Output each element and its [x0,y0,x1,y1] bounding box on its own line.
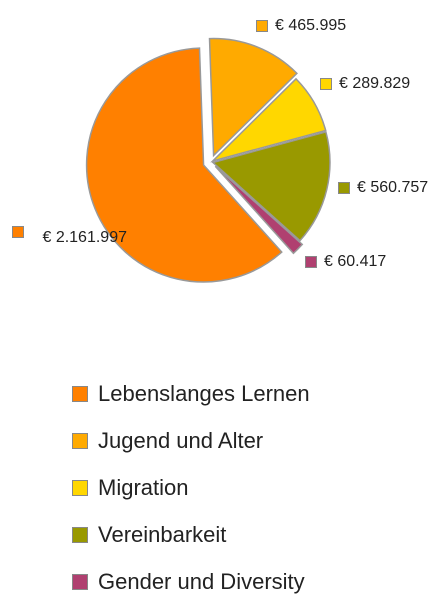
label-text: € 2.161.997 [42,229,127,246]
legend-item: Jugend und Alter [72,428,263,454]
legend-text: Migration [98,475,189,500]
legend-swatch [72,433,88,449]
label-swatch [338,182,350,194]
legend-text: Gender und Diversity [98,569,305,594]
legend-swatch [72,480,88,496]
label-swatch [12,226,24,238]
label-swatch [320,78,332,90]
label-text: € 465.995 [275,17,347,34]
data-label: € 60.417 [305,250,386,274]
legend-item: Lebenslanges Lernen [72,381,310,407]
pie-slice [214,165,304,255]
pie-slice [211,131,331,242]
legend-text: Vereinbarkeit [98,522,227,547]
label-text: € 289.829 [339,75,411,92]
legend-item: Vereinbarkeit [72,522,226,548]
legend-swatch [72,574,88,590]
legend-swatch [72,527,88,543]
legend-item: Gender und Diversity [72,569,305,595]
legend-text: Jugend und Alter [98,428,264,453]
data-label: € 465.995 [256,14,346,38]
legend-swatch [72,386,88,402]
label-text: € 560.757 [357,179,429,196]
pie-slice [210,77,327,163]
legend-text: Lebenslanges Lernen [98,381,310,406]
data-label: € 2.161.997 [12,226,132,250]
pie-slice [208,37,298,158]
legend-item: Migration [72,475,188,501]
data-label: € 560.757 [338,176,428,200]
pie-slice [85,47,283,283]
label-swatch [305,256,317,268]
label-text: € 60.417 [324,253,387,270]
label-swatch [256,20,268,32]
data-label: € 289.829 [320,72,410,96]
